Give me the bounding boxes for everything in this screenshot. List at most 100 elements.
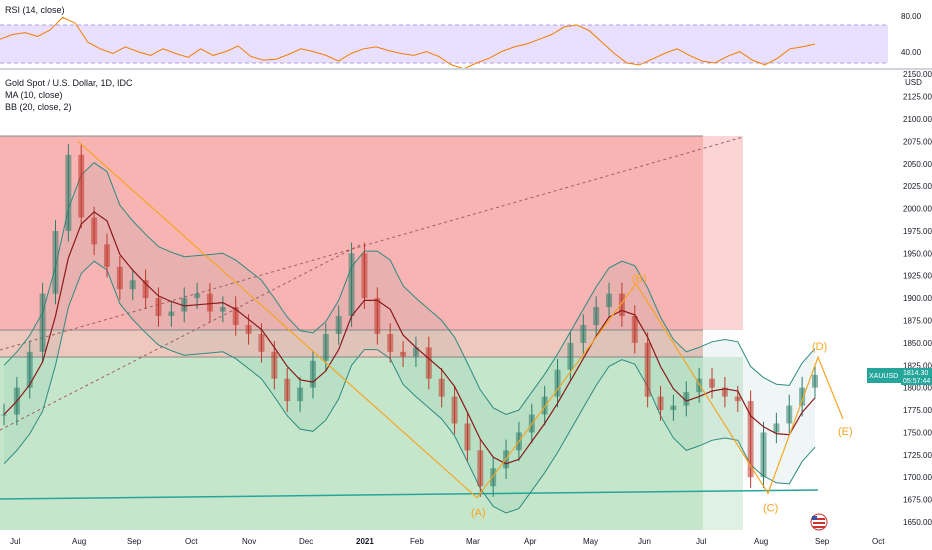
time-tick: Jul <box>696 537 706 546</box>
ma-label: MA (10, close) <box>5 90 63 100</box>
candle-body <box>644 342 651 397</box>
ma-line <box>3 211 816 465</box>
trend-dashed-line-2 <box>0 244 361 431</box>
candle-body <box>606 293 613 308</box>
price-tick: 1725.00 <box>903 451 932 460</box>
rsi-label: RSI (14, close) <box>5 5 65 15</box>
time-axis[interactable]: Jul Aug Sep Oct Nov Dec 2021 Feb Mar Apr May Jun Jul… <box>10 537 885 546</box>
red-zone-future <box>703 136 743 330</box>
price-tick: 2100.00 <box>903 115 932 124</box>
main-pane: (A) (B) (C) (D) (E) Gold Spot / U.S. Dollar,… <box>0 78 853 530</box>
time-tick: Sep <box>127 537 142 546</box>
candle-body <box>799 387 806 406</box>
candle-body <box>206 293 213 312</box>
candle-body <box>26 351 33 388</box>
flag-icon[interactable] <box>810 513 828 531</box>
price-tick: 1825.00 <box>903 361 932 370</box>
time-tick: Feb <box>410 537 424 546</box>
price-tick: 2000.00 <box>903 205 932 214</box>
price-tick: 2150.00 <box>903 70 932 79</box>
rsi-line <box>0 16 816 70</box>
bb-fill <box>4 162 815 513</box>
time-tick: 2021 <box>356 537 374 546</box>
candle-body <box>387 333 394 352</box>
candle-body <box>812 374 818 388</box>
price-tick: 1925.00 <box>903 272 932 281</box>
support-line <box>0 489 819 500</box>
chart-title: Gold Spot / U.S. Dollar, 1D, IDC <box>5 78 133 88</box>
candle-body <box>747 401 754 478</box>
price-tick: 1800.00 <box>903 384 932 393</box>
candle-body <box>657 396 664 411</box>
candle-body <box>490 468 497 487</box>
candle-body <box>258 333 265 352</box>
candle-body <box>116 266 123 290</box>
price-tick: 1700.00 <box>903 473 932 482</box>
price-tick: 1650.00 <box>903 518 932 527</box>
price-tick: 2050.00 <box>903 160 932 169</box>
price-tick: 1750.00 <box>903 428 932 437</box>
candle-body <box>734 396 741 402</box>
rsi-pane: RSI (14, close) 80.00 40.00 <box>0 5 922 70</box>
time-tick: May <box>583 537 598 546</box>
bollinger-bands <box>3 162 816 514</box>
candle-body <box>78 154 85 218</box>
price-tick: 2125.00 <box>903 93 932 102</box>
candle-body <box>219 307 226 312</box>
candle-body <box>361 253 368 299</box>
badge-price: 1814.30 <box>903 370 928 377</box>
candle-body <box>631 316 638 343</box>
candle-body <box>309 360 316 388</box>
candle-body <box>155 298 162 317</box>
candle-body <box>567 342 574 370</box>
candle-body <box>103 244 110 267</box>
candle-body <box>670 405 677 411</box>
bb-upper <box>3 162 816 416</box>
candle-body <box>39 293 46 352</box>
candle-body <box>284 378 291 402</box>
wave-path <box>77 140 844 499</box>
rsi-tick-80: 80.00 <box>901 12 922 21</box>
candle-body <box>335 316 342 334</box>
time-tick: Mar <box>466 537 480 546</box>
price-tick: 1675.00 <box>903 496 932 505</box>
bb-lower <box>3 260 816 514</box>
candle-body <box>181 298 188 312</box>
candle-body <box>541 396 548 415</box>
candle-body <box>168 311 175 317</box>
time-tick: Oct <box>185 537 198 546</box>
candle-body <box>773 423 780 433</box>
price-axis[interactable]: 2150.00 2125.00 2100.00 2075.00 2050.00 2025.… <box>903 70 932 527</box>
price-unit: USD <box>905 78 922 87</box>
price-tick: 1900.00 <box>903 294 932 303</box>
wave-label: (A) <box>471 507 486 519</box>
candle-body <box>52 230 59 294</box>
rsi-tick-40: 40.00 <box>901 48 922 57</box>
candle-body <box>245 324 252 334</box>
candle-body <box>232 307 239 325</box>
candle-body <box>696 378 703 393</box>
candle-body <box>194 293 201 299</box>
candle-body <box>721 387 728 397</box>
price-tick: 1850.00 <box>903 339 932 348</box>
price-tick: 2025.00 <box>903 182 932 191</box>
candle-body <box>477 450 484 487</box>
candle-body <box>580 324 587 343</box>
badge-symbol: XAUUSD <box>869 373 898 380</box>
wave-label: (B) <box>632 273 647 285</box>
candle-body <box>618 293 625 317</box>
candle-body <box>683 392 690 406</box>
candle-body <box>554 369 561 397</box>
time-tick: Dec <box>299 537 313 546</box>
candle-body <box>142 280 149 299</box>
trend-dashed-line <box>0 136 744 351</box>
candle-body <box>464 423 471 451</box>
price-candles <box>1 144 818 497</box>
candle-body <box>786 405 793 424</box>
price-badge: XAUUSD 1814.30 05:57:44 <box>867 368 932 385</box>
wave-label: (D) <box>812 341 827 353</box>
candle-body <box>709 378 716 388</box>
candle-body <box>374 298 381 334</box>
candle-body <box>271 351 278 379</box>
